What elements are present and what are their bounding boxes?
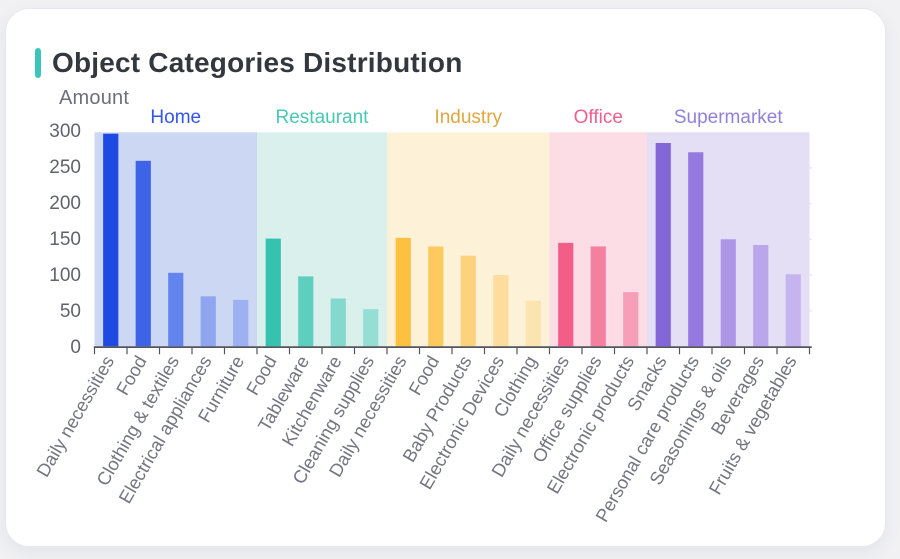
svg-text:300: 300	[49, 121, 81, 142]
svg-text:Restaurant: Restaurant	[276, 107, 370, 128]
svg-text:Supermarket: Supermarket	[674, 107, 783, 128]
svg-text:50: 50	[60, 301, 81, 322]
svg-text:0: 0	[70, 337, 81, 358]
svg-text:150: 150	[49, 229, 81, 250]
svg-text:100: 100	[49, 265, 81, 286]
svg-text:250: 250	[49, 157, 81, 178]
svg-text:Home: Home	[150, 107, 201, 128]
svg-text:200: 200	[49, 193, 81, 214]
svg-text:Industry: Industry	[434, 107, 502, 128]
svg-text:Office: Office	[574, 107, 623, 128]
